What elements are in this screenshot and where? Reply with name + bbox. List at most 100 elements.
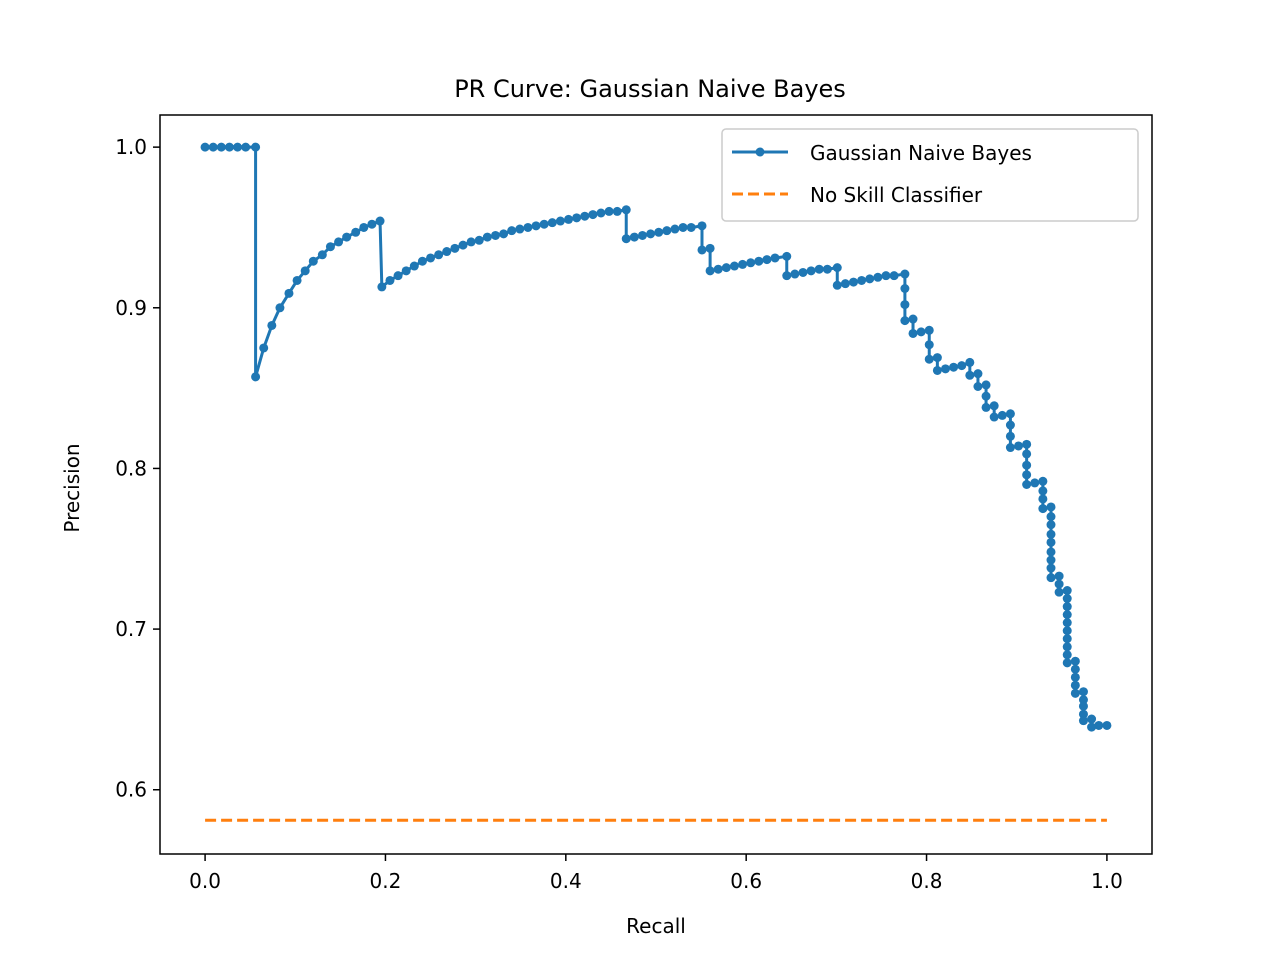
data-point-gaussian-naive-bayes (1062, 650, 1072, 660)
data-point-gaussian-naive-bayes (458, 240, 468, 250)
data-point-gaussian-naive-bayes (1054, 587, 1064, 597)
legend-label-gaussian-naive-bayes: Gaussian Naive Bayes (810, 141, 1032, 165)
y-tick-label: 1.0 (115, 135, 147, 159)
data-point-gaussian-naive-bayes (754, 256, 764, 266)
data-point-gaussian-naive-bayes (900, 284, 910, 293)
data-point-gaussian-naive-bayes (1046, 537, 1056, 547)
data-point-gaussian-naive-bayes (300, 266, 310, 276)
data-point-gaussian-naive-bayes (1046, 502, 1056, 512)
data-point-gaussian-naive-bayes (621, 234, 631, 244)
y-tick-label: 0.9 (115, 296, 147, 320)
data-point-gaussian-naive-bayes (662, 226, 672, 236)
data-point-gaussian-naive-bayes (1054, 579, 1064, 589)
data-point-gaussian-naive-bayes (342, 232, 352, 242)
data-point-gaussian-naive-bayes (1062, 642, 1072, 652)
data-point-gaussian-naive-bayes (325, 242, 335, 252)
data-point-gaussian-naive-bayes (965, 357, 975, 367)
data-point-gaussian-naive-bayes (1062, 594, 1072, 604)
data-point-gaussian-naive-bayes (1046, 512, 1056, 522)
data-point-gaussian-naive-bayes (1070, 680, 1080, 690)
data-point-gaussian-naive-bayes (1062, 618, 1072, 628)
data-point-gaussian-naive-bayes (284, 288, 294, 298)
data-point-gaussian-naive-bayes (654, 227, 664, 237)
data-point-gaussian-naive-bayes (1022, 460, 1032, 470)
data-point-gaussian-naive-bayes (1005, 443, 1015, 453)
data-point-gaussian-naive-bayes (981, 402, 991, 412)
data-point-gaussian-naive-bayes (385, 275, 395, 285)
data-point-gaussian-naive-bayes (889, 271, 899, 281)
data-point-gaussian-naive-bayes (621, 205, 631, 215)
data-point-gaussian-naive-bayes (849, 277, 858, 287)
data-point-gaussian-naive-bayes (604, 206, 614, 216)
data-point-gaussian-naive-bayes (697, 245, 707, 255)
data-point-gaussian-naive-bayes (989, 412, 999, 422)
data-point-gaussian-naive-bayes (200, 142, 210, 152)
chart-title: PR Curve: Gaussian Naive Bayes (454, 75, 846, 103)
data-point-gaussian-naive-bayes (1070, 672, 1080, 682)
data-point-gaussian-naive-bayes (1038, 494, 1048, 504)
data-point-gaussian-naive-bayes (434, 250, 444, 260)
data-point-gaussian-naive-bayes (965, 370, 975, 380)
data-point-gaussian-naive-bayes (900, 269, 910, 279)
data-point-gaussian-naive-bayes (499, 229, 509, 239)
data-point-gaussian-naive-bayes (490, 230, 500, 240)
data-point-gaussian-naive-bayes (1078, 687, 1088, 697)
data-point-gaussian-naive-bayes (1087, 714, 1097, 724)
data-point-gaussian-naive-bayes (924, 354, 934, 364)
x-tick-label: 0.8 (911, 869, 943, 893)
data-point-gaussian-naive-bayes (267, 320, 277, 330)
data-point-gaussian-naive-bayes (738, 259, 748, 269)
data-point-gaussian-naive-bayes (208, 142, 218, 152)
x-tick-label: 0.0 (189, 869, 221, 893)
data-point-gaussian-naive-bayes (596, 208, 606, 218)
data-point-gaussian-naive-bayes (686, 222, 696, 232)
data-point-gaussian-naive-bayes (782, 271, 792, 281)
data-point-gaussian-naive-bayes (1062, 602, 1072, 612)
data-point-gaussian-naive-bayes (1005, 420, 1015, 430)
plot-area (200, 142, 1112, 822)
data-point-gaussian-naive-bayes (409, 261, 419, 271)
data-point-gaussian-naive-bayes (762, 255, 772, 265)
data-point-gaussian-naive-bayes (1005, 409, 1015, 419)
data-point-gaussian-naive-bayes (612, 206, 622, 216)
data-point-gaussian-naive-bayes (1062, 610, 1072, 620)
data-point-gaussian-naive-bayes (1078, 709, 1088, 719)
data-point-gaussian-naive-bayes (924, 325, 934, 335)
data-point-gaussian-naive-bayes (646, 229, 656, 239)
data-point-gaussian-naive-bayes (721, 263, 731, 273)
data-point-gaussian-naive-bayes (865, 274, 875, 284)
data-point-gaussian-naive-bayes (547, 218, 557, 228)
data-point-gaussian-naive-bayes (317, 250, 327, 260)
data-point-gaussian-naive-bayes (705, 243, 715, 253)
x-axis-title: Recall (626, 914, 686, 938)
data-point-gaussian-naive-bayes (637, 230, 647, 240)
data-point-gaussian-naive-bayes (233, 142, 243, 152)
data-point-gaussian-naive-bayes (782, 251, 792, 261)
data-point-gaussian-naive-bayes (949, 362, 959, 372)
data-point-gaussian-naive-bayes (1022, 480, 1032, 489)
plot-frame (159, 114, 1153, 855)
data-point-gaussian-naive-bayes (881, 271, 891, 281)
data-point-gaussian-naive-bayes (1046, 573, 1056, 583)
data-point-gaussian-naive-bayes (474, 235, 484, 245)
x-tick-label: 0.6 (730, 869, 762, 893)
data-point-gaussian-naive-bayes (564, 214, 574, 224)
data-point-gaussian-naive-bayes (1038, 476, 1048, 486)
data-point-gaussian-naive-bayes (1046, 555, 1056, 565)
data-point-gaussian-naive-bayes (241, 142, 251, 152)
data-point-gaussian-naive-bayes (900, 316, 910, 326)
data-point-gaussian-naive-bayes (1038, 504, 1048, 514)
data-point-gaussian-naive-bayes (705, 266, 715, 276)
data-point-gaussian-naive-bayes (588, 210, 598, 220)
data-point-gaussian-naive-bayes (981, 380, 991, 390)
data-point-gaussian-naive-bayes (857, 275, 867, 285)
data-point-gaussian-naive-bayes (629, 232, 639, 242)
data-point-gaussian-naive-bayes (670, 224, 680, 234)
data-point-gaussian-naive-bayes (957, 361, 967, 371)
data-point-gaussian-naive-bayes (798, 267, 808, 277)
data-point-gaussian-naive-bayes (334, 237, 344, 247)
data-point-gaussian-naive-bayes (840, 279, 850, 289)
data-point-gaussian-naive-bayes (359, 222, 369, 232)
data-point-gaussian-naive-bayes (539, 219, 549, 229)
data-point-gaussian-naive-bayes (351, 227, 361, 237)
